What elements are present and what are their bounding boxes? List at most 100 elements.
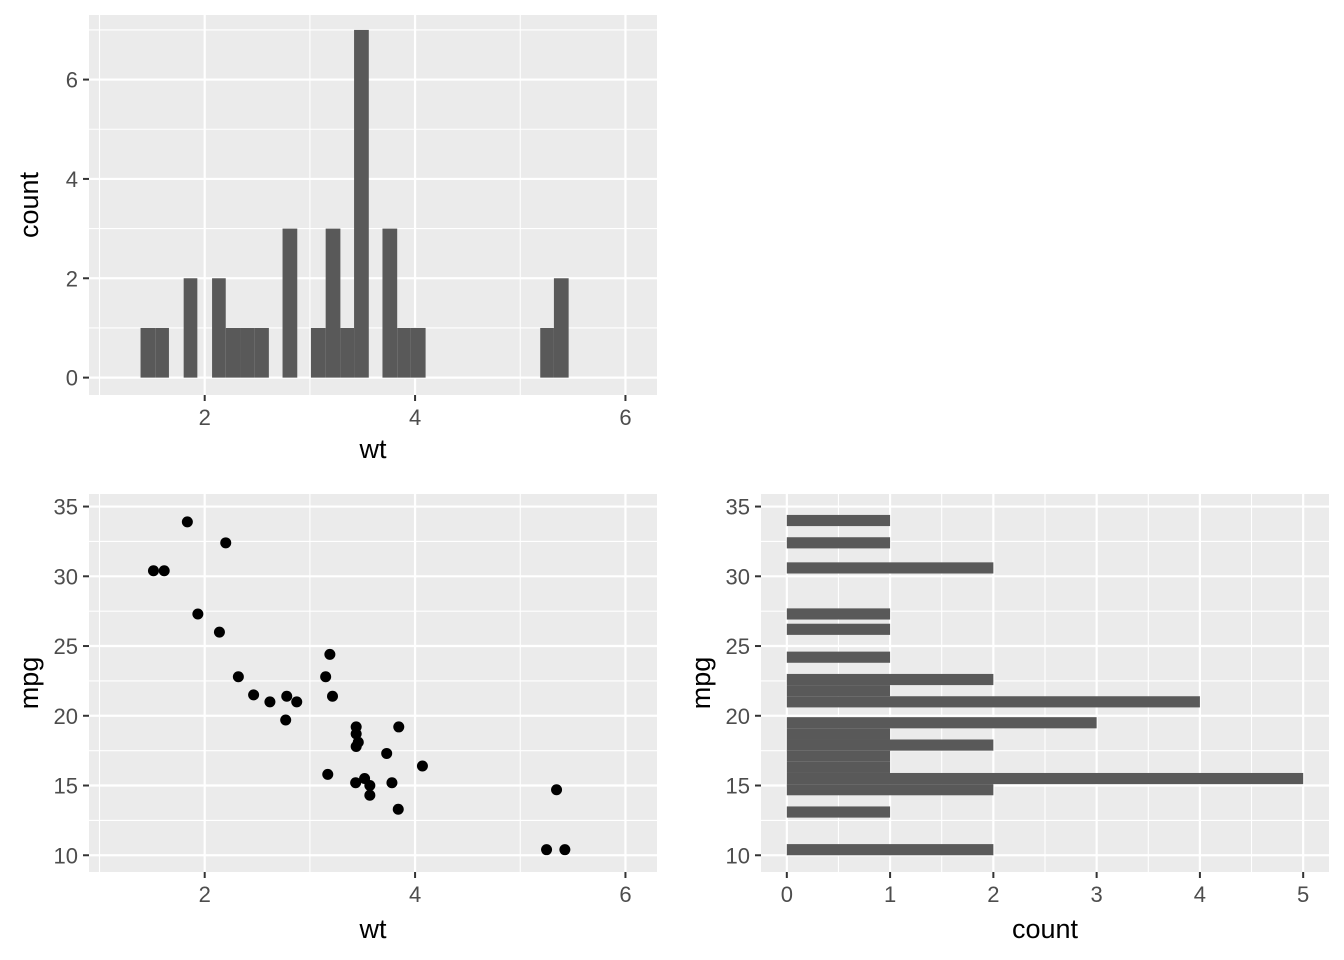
hist_mpg-panel: 0 1 2 3 4 5 10 15 20 25 30 35 count mpg <box>686 494 1329 944</box>
bar <box>410 327 426 378</box>
y-axis-title: mpg <box>686 657 716 710</box>
y-tick-label: 6 <box>66 68 78 93</box>
point <box>393 721 405 733</box>
y-tick-label: 35 <box>726 495 750 520</box>
bar <box>786 784 994 796</box>
point <box>322 768 334 780</box>
point <box>350 740 362 752</box>
y-tick-label: 25 <box>54 634 78 659</box>
x-tick-label: 6 <box>619 882 631 907</box>
bar <box>340 327 355 378</box>
bar <box>540 327 554 378</box>
bar <box>786 514 891 527</box>
point <box>281 690 293 702</box>
point <box>416 760 428 772</box>
bar <box>212 278 226 378</box>
x-tick-label: 2 <box>199 882 211 907</box>
bar <box>786 623 891 635</box>
point <box>364 789 376 801</box>
y-tick-label: 35 <box>54 495 78 520</box>
point <box>364 780 376 792</box>
bar <box>282 228 298 378</box>
point <box>386 777 398 789</box>
point <box>551 784 563 796</box>
bar <box>786 651 891 663</box>
bar <box>254 327 269 378</box>
bar <box>786 761 891 773</box>
x-axis-title: wt <box>359 434 387 464</box>
bar <box>786 750 891 762</box>
x-tick-label: 2 <box>199 405 211 430</box>
y-tick-label: 15 <box>726 774 750 799</box>
bar <box>382 228 398 378</box>
point <box>280 714 292 726</box>
point <box>158 565 170 577</box>
plot-background <box>89 494 657 872</box>
bar <box>140 327 156 378</box>
y-tick-label: 20 <box>54 704 78 729</box>
scatter_wt_mpg-panel: 2 4 6 10 15 20 25 30 35 wt mpg <box>14 494 657 944</box>
point <box>248 689 260 701</box>
y-tick-label: 4 <box>66 167 78 192</box>
bar <box>310 327 326 378</box>
bar <box>786 537 891 549</box>
y-tick-label: 25 <box>726 634 750 659</box>
x-tick-label: 2 <box>987 882 999 907</box>
point <box>324 648 336 660</box>
y-tick-label: 10 <box>54 843 78 868</box>
bar <box>183 278 198 378</box>
x-tick-label: 4 <box>409 405 421 430</box>
point <box>213 626 225 638</box>
plot-background <box>89 15 657 395</box>
y-tick-label: 10 <box>726 843 750 868</box>
bar <box>786 772 1304 785</box>
y-tick-label: 2 <box>66 266 78 291</box>
bar <box>325 228 341 378</box>
bar <box>786 696 1200 708</box>
x-axis-title: wt <box>359 914 387 944</box>
x-axis-title: count <box>1012 914 1079 944</box>
y-tick-label: 15 <box>54 774 78 799</box>
bar <box>354 29 369 378</box>
point <box>381 747 393 759</box>
point <box>320 671 332 683</box>
x-tick-label: 4 <box>1194 882 1206 907</box>
y-tick-label: 30 <box>726 564 750 589</box>
bar <box>397 327 411 378</box>
point <box>181 516 193 528</box>
bar <box>786 728 891 740</box>
x-tick-label: 5 <box>1297 882 1309 907</box>
y-axis-title: mpg <box>14 657 44 710</box>
bar <box>786 717 1097 729</box>
point <box>392 803 404 815</box>
hist_wt-panel: 2 4 6 0 2 4 6 wt count <box>14 15 657 464</box>
point <box>559 844 571 856</box>
point <box>350 721 362 733</box>
x-tick-label: 3 <box>1091 882 1103 907</box>
bar <box>786 739 994 751</box>
bar <box>553 278 569 378</box>
point <box>264 696 276 708</box>
bar <box>786 685 891 697</box>
point <box>541 844 553 856</box>
bar <box>240 327 255 378</box>
point <box>220 537 232 549</box>
point <box>291 696 303 708</box>
x-tick-label: 4 <box>409 882 421 907</box>
bar <box>155 327 169 378</box>
point <box>147 565 159 577</box>
x-tick-label: 1 <box>884 882 896 907</box>
bar <box>786 844 994 856</box>
point <box>232 671 244 683</box>
bar <box>786 673 994 686</box>
x-tick-label: 6 <box>619 405 631 430</box>
bar <box>786 608 891 620</box>
y-axis-title: count <box>14 171 44 238</box>
point <box>192 608 204 620</box>
bar <box>225 327 241 378</box>
y-tick-label: 0 <box>66 366 78 391</box>
point <box>327 690 339 702</box>
bar <box>786 562 994 574</box>
y-tick-label: 20 <box>726 704 750 729</box>
